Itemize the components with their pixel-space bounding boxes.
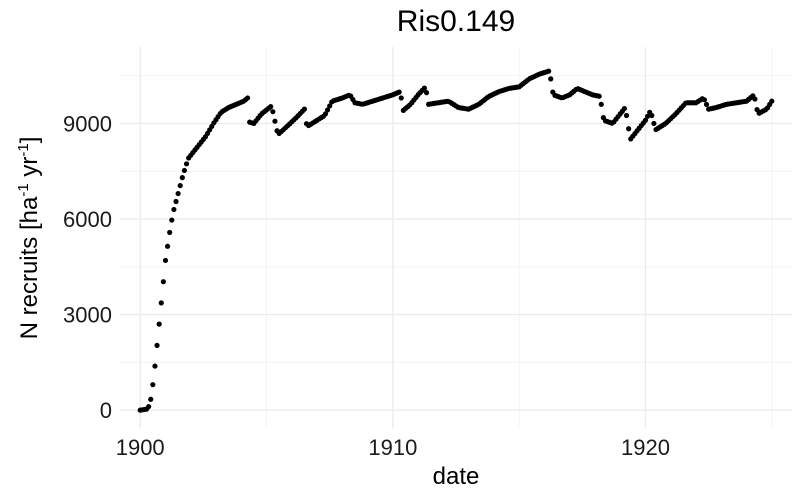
points-layer xyxy=(137,68,775,413)
data-point xyxy=(598,101,604,107)
data-point xyxy=(154,342,160,348)
data-point xyxy=(651,120,657,127)
y-tick-label: 9000 xyxy=(63,111,112,136)
y-axis-label-sup2: -1 xyxy=(15,143,32,156)
data-point xyxy=(167,229,173,236)
data-point xyxy=(421,85,428,91)
data-point xyxy=(301,106,308,112)
data-point xyxy=(175,190,181,197)
data-point xyxy=(644,113,651,119)
data-point xyxy=(642,117,649,123)
data-point xyxy=(396,89,402,95)
y-tick-label: 6000 xyxy=(63,207,112,232)
data-point xyxy=(272,118,278,124)
data-point xyxy=(546,68,552,74)
data-point xyxy=(701,97,708,103)
data-point xyxy=(160,279,166,285)
y-axis-label-end: ] xyxy=(16,137,43,144)
data-point xyxy=(183,161,190,167)
data-point xyxy=(148,396,154,402)
tick-labels-layer: 1900 1910 1920 0 3000 6000 9000 xyxy=(63,111,670,460)
x-tick-label: 1910 xyxy=(368,435,417,460)
chart-title: Ris0.149 xyxy=(397,5,515,38)
data-point xyxy=(169,217,175,223)
data-point xyxy=(179,175,185,181)
data-point xyxy=(152,363,158,369)
data-point xyxy=(703,101,710,108)
data-point xyxy=(621,105,628,112)
data-point xyxy=(649,112,655,119)
data-point xyxy=(244,95,251,101)
data-point xyxy=(158,300,164,306)
data-point xyxy=(322,111,329,117)
data-point xyxy=(752,96,758,102)
data-point xyxy=(173,198,179,205)
y-axis-label-main: N recruits [ha xyxy=(16,196,43,339)
data-point xyxy=(162,257,169,264)
x-tick-label: 1920 xyxy=(621,435,670,460)
y-axis-label-mid: yr xyxy=(16,157,43,184)
data-point xyxy=(268,104,274,110)
y-tick-label: 3000 xyxy=(63,303,112,328)
data-point xyxy=(181,167,188,174)
x-axis-label: date xyxy=(433,463,480,490)
data-point xyxy=(398,95,404,101)
data-point xyxy=(156,321,162,327)
data-point xyxy=(324,107,331,113)
data-point xyxy=(596,93,602,99)
data-point xyxy=(423,90,430,96)
data-point xyxy=(327,103,333,109)
data-point xyxy=(548,76,554,82)
data-point xyxy=(769,98,775,104)
data-point xyxy=(270,109,276,115)
grid-layer xyxy=(120,47,792,428)
y-tick-label: 0 xyxy=(100,398,112,423)
data-point xyxy=(150,382,156,388)
data-point xyxy=(164,243,171,249)
data-point xyxy=(626,126,632,132)
data-point xyxy=(171,206,177,213)
x-tick-label: 1900 xyxy=(116,435,165,460)
y-axis-label: N recruits [ha-1 yr-1] xyxy=(15,137,43,340)
data-point xyxy=(146,404,152,410)
data-point xyxy=(623,112,630,119)
data-point xyxy=(177,182,183,189)
y-axis-label-sup1: -1 xyxy=(15,183,32,196)
